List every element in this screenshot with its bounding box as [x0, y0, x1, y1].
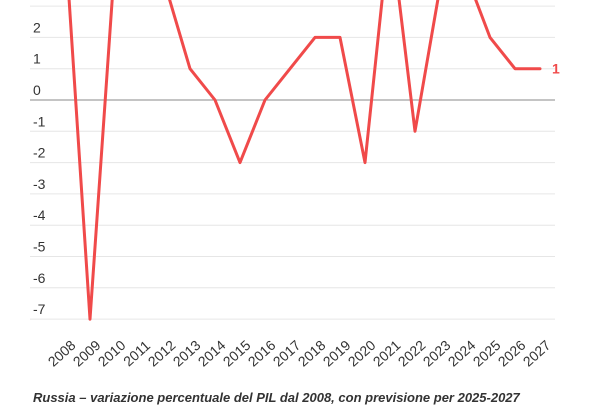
x-tick-label: 2027	[520, 337, 554, 370]
y-tick-label: -1	[33, 113, 46, 129]
series-layer: 1	[67, 0, 560, 321]
y-tick-label: -3	[33, 176, 46, 192]
y-tick-label: -6	[33, 270, 46, 286]
y-tick-label: 0	[33, 82, 41, 98]
y-tick-label: -2	[33, 145, 46, 161]
y-tick-label: 2	[33, 19, 41, 35]
y-tick-label: -5	[33, 239, 46, 255]
grid-layer	[30, 5, 555, 320]
chart-caption: Russia – variazione percentuale del PIL …	[33, 390, 520, 405]
y-axis-ticks: 2 1 0 -1 -2 -3 -4 -5 -6 -7	[33, 19, 46, 317]
x-axis-ticks: 2008200920102011201220132014201520162017…	[45, 337, 554, 370]
y-tick-label: -7	[33, 301, 46, 317]
series-line	[67, 0, 542, 321]
y-tick-label: -4	[33, 207, 46, 223]
end-value-label: 1	[552, 61, 560, 77]
y-tick-label: 1	[33, 51, 41, 67]
